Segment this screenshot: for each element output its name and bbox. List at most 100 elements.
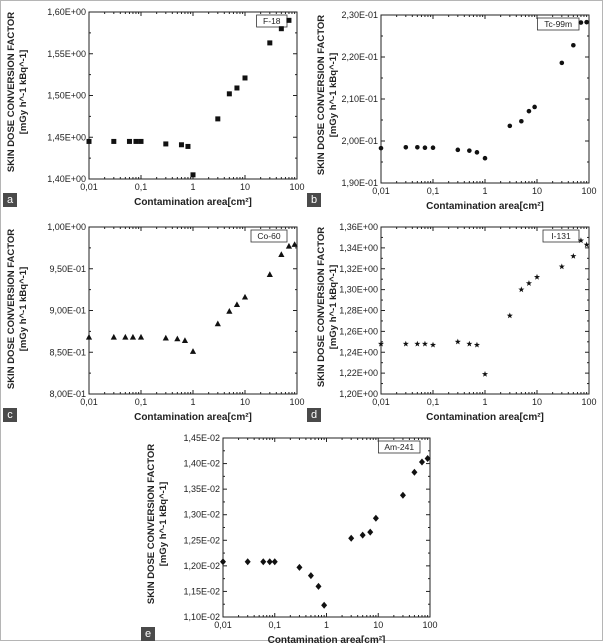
y-axis-label: SKIN DOSE CONVERSION FACTOR (146, 444, 157, 604)
data-point-diamond (315, 582, 322, 590)
y-tick-label: 9,00E-01 (49, 306, 86, 316)
data-point-triangle (266, 271, 273, 277)
x-tick-label: 10 (532, 186, 542, 196)
data-point-square (178, 142, 184, 148)
y-tick-label: 1,20E+00 (339, 389, 378, 399)
x-tick-label: 1 (190, 397, 195, 407)
panel-label-c: c (3, 408, 17, 422)
data-point-triangle (226, 308, 233, 314)
data-point-square (133, 138, 139, 144)
data-point-diamond (372, 514, 379, 522)
data-point-triangle (129, 333, 137, 340)
data-point-diamond (260, 558, 267, 566)
legend-label: Am-241 (384, 442, 414, 452)
data-point-circle (559, 60, 565, 66)
y-tick-label: 1,45E+00 (47, 132, 86, 142)
x-tick-label: 10 (240, 397, 250, 407)
x-axis-label: Contamination area[cm²] (426, 412, 544, 423)
y-axis-unit-label: [mGy h^-1 kBq^-1] (18, 50, 29, 134)
data-point-square (267, 40, 273, 46)
data-point-diamond (418, 458, 425, 466)
data-point-circle (482, 155, 488, 161)
x-axis-label: Contamination area[cm²] (134, 197, 252, 208)
legend-box (377, 440, 421, 454)
data-point-diamond (220, 558, 226, 566)
y-tick-label: 1,35E-02 (183, 484, 220, 494)
y-axis-label: SKIN DOSE CONVERSION FACTOR (6, 12, 17, 172)
x-tick-label: 0,01 (372, 397, 390, 407)
y-tick-label: 1,55E+00 (47, 49, 86, 59)
data-point-diamond (348, 534, 355, 542)
data-point-square (242, 75, 248, 81)
data-point-triangle (162, 334, 169, 341)
legend-label: I-131 (551, 231, 571, 241)
data-point-diamond (367, 528, 374, 536)
data-point-diamond (359, 531, 366, 539)
x-tick-label: 10 (373, 620, 383, 630)
chart-panel-c: 0,01 0,1 1 10 100 8,00E-01 8,50E-01 9,00E-01 9,5… (6, 222, 305, 423)
data-point-diamond (296, 563, 303, 571)
data-point-circle (415, 145, 420, 150)
legend-label: Co-60 (257, 231, 280, 241)
data-point-triangle (285, 242, 293, 249)
data-point-square (234, 85, 240, 91)
data-point-star (506, 312, 513, 319)
data-point-square (286, 17, 292, 23)
y-axis-unit-label: [mGy h^-1 kBq^-1] (18, 267, 29, 351)
data-point-circle (507, 123, 513, 129)
x-axis-label: Contamination area[cm²] (268, 635, 386, 643)
data-point-square (215, 116, 221, 122)
y-axis-unit-label: [mGy h^-1 kBq^-1] (158, 482, 169, 566)
y-tick-label: 1,24E+00 (339, 347, 378, 357)
data-point-star (421, 340, 428, 347)
y-tick-label: 1,30E-02 (183, 510, 220, 520)
data-point-star (473, 341, 480, 348)
y-axis-label: SKIN DOSE CONVERSION FACTOR (316, 227, 327, 387)
data-point-triangle (137, 333, 145, 340)
y-tick-label: 1,36E+00 (339, 222, 378, 232)
chart-panel-b: 0,01 0,1 1 10 100 1,90E-01 2,00E-01 2,10E-01 2,2… (316, 10, 597, 212)
data-point-circle (455, 147, 461, 153)
legend-label: Tc-99m (544, 19, 572, 29)
data-point-circle (584, 19, 589, 25)
data-point-star (518, 286, 525, 293)
data-point-square (278, 26, 284, 32)
data-point-diamond (271, 558, 278, 566)
y-tick-label: 2,10E-01 (341, 94, 378, 104)
y-tick-label: 1,20E-02 (183, 561, 220, 571)
y-axis-label: SKIN DOSE CONVERSION FACTOR (6, 229, 17, 389)
y-tick-label: 1,40E+00 (47, 174, 86, 184)
panel-label-a: a (3, 193, 17, 207)
y-tick-label: 1,40E-02 (183, 459, 220, 469)
data-point-square (226, 91, 232, 97)
data-point-circle (403, 145, 409, 150)
data-point-diamond (321, 601, 328, 609)
x-tick-label: 1 (482, 186, 487, 196)
data-point-square (185, 143, 191, 149)
y-axis-unit-label: [mGy h^-1 kBq^-1] (328, 53, 339, 137)
y-tick-label: 9,50E-01 (49, 264, 86, 274)
y-tick-label: 1,25E-02 (183, 535, 220, 545)
y-tick-label: 1,60E+00 (47, 7, 86, 17)
x-tick-label: 0,01 (214, 620, 232, 630)
data-point-star (454, 338, 461, 345)
data-point-square (111, 138, 117, 144)
y-tick-label: 2,00E-01 (341, 136, 378, 146)
y-tick-label: 1,50E+00 (47, 91, 86, 101)
data-point-square (138, 138, 144, 144)
data-point-star (525, 280, 532, 286)
x-tick-label: 0,1 (427, 397, 440, 407)
data-point-star (481, 370, 489, 377)
data-point-triangle (85, 333, 93, 340)
legend-label: F-18 (263, 16, 281, 26)
x-axis-label: Contamination area[cm²] (134, 412, 252, 423)
y-tick-label: 1,10E-02 (183, 612, 220, 622)
x-tick-label: 10 (240, 182, 250, 192)
y-tick-label: 1,34E+00 (339, 243, 378, 253)
chart-panel-a: 0,01 0,1 1 10 100 1,40E+00 1,45E+00 1,50E+00 1,5… (6, 7, 305, 208)
data-point-diamond (399, 491, 406, 499)
x-tick-label: 10 (532, 397, 542, 407)
x-tick-label: 100 (289, 182, 304, 192)
chart-panel-d: 0,01 0,1 1 10 100 1,20E+00 1,22E+00 1,24E+00 1,2… (316, 222, 597, 423)
